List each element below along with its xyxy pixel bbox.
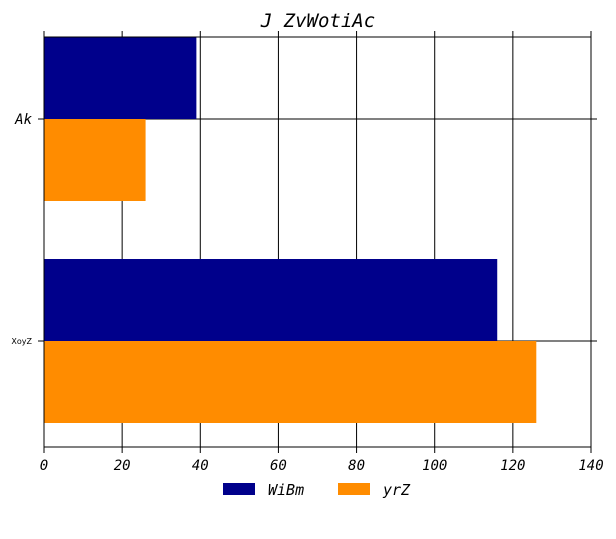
x-tick-label: 140 (578, 458, 603, 474)
y-tick-label: Ak (14, 112, 32, 128)
legend-swatch-WiBm (223, 483, 255, 495)
x-tick-label: 80 (348, 458, 365, 474)
bar-WiBm-XoyZ (44, 259, 498, 341)
y-tick-label: XoyZ (11, 337, 32, 346)
chart-title: J ZvWotiAc (260, 10, 375, 32)
x-tick-label: 100 (422, 458, 447, 474)
legend: WiBm yrZ (223, 481, 411, 499)
bar-WiBm-Ak (44, 37, 197, 119)
x-tick-label: 60 (270, 458, 287, 474)
bar-yrZ-Ak (44, 119, 146, 201)
y-axis-ticks: Ak XoyZ (11, 112, 597, 346)
x-axis-ticks: 0 20 40 60 80 100 120 140 (40, 31, 604, 474)
x-tick-label: 120 (500, 458, 525, 474)
x-tick-label: 0 (40, 458, 48, 474)
legend-label-yrZ: yrZ (382, 481, 411, 499)
bar-yrZ-XoyZ (44, 341, 537, 423)
bars (44, 37, 537, 423)
plot-frame (43, 36, 592, 448)
legend-swatch-yrZ (338, 483, 370, 495)
x-tick-label: 40 (192, 458, 209, 474)
legend-label-WiBm: WiBm (268, 481, 304, 499)
x-tick-label: 20 (114, 458, 131, 474)
